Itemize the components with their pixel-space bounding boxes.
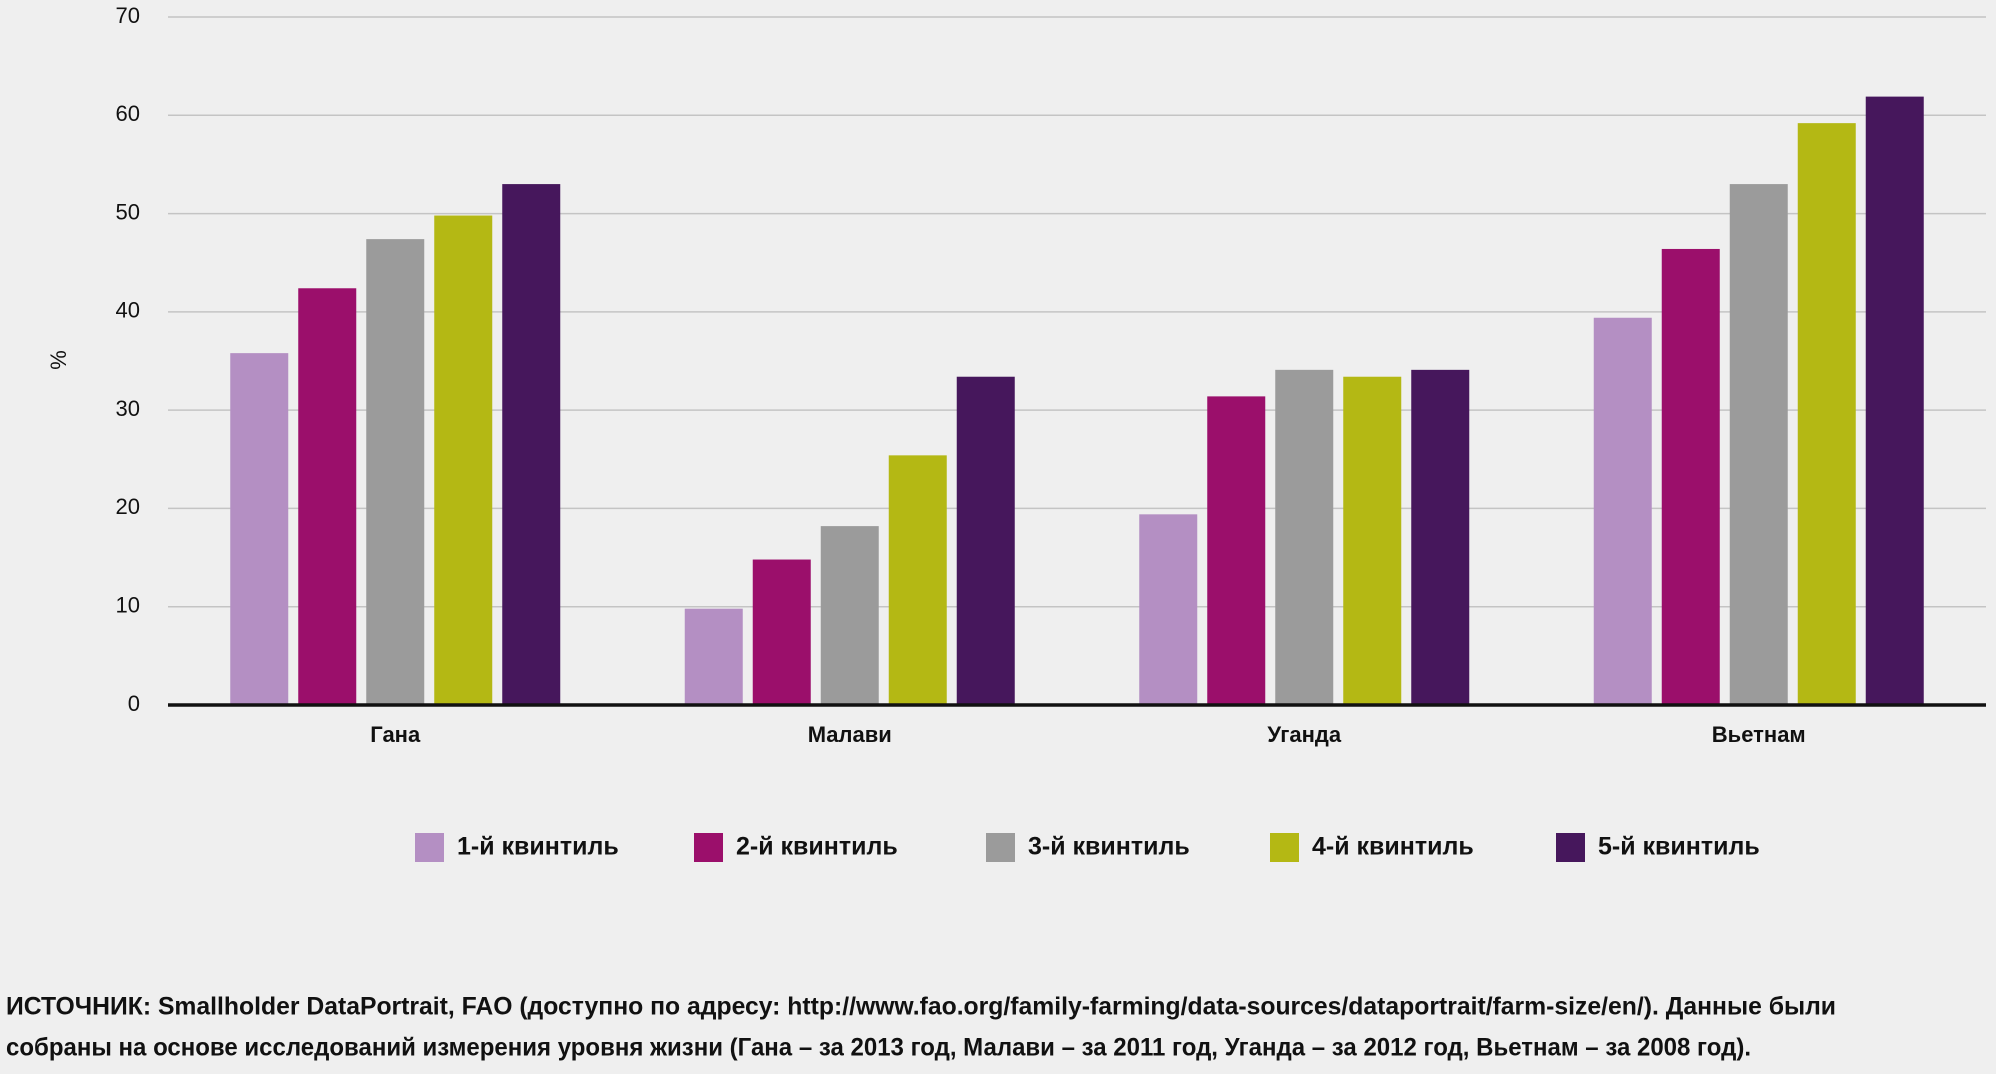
legend-swatch bbox=[1556, 833, 1585, 862]
bar bbox=[1593, 317, 1652, 705]
bar bbox=[366, 239, 425, 705]
bar bbox=[1275, 369, 1334, 705]
y-tick-label: 60 bbox=[116, 101, 140, 126]
legend-label: 4-й квинтиль bbox=[1312, 833, 1474, 861]
legend-swatch bbox=[694, 833, 723, 862]
y-tick-label: 20 bbox=[116, 494, 140, 519]
bar bbox=[1661, 248, 1720, 705]
legend-label: 5-й квинтиль bbox=[1598, 833, 1760, 861]
bar bbox=[684, 608, 743, 705]
source-note: собраны на основе исследований измерения… bbox=[6, 1034, 1751, 1062]
bar bbox=[1411, 369, 1470, 705]
legend-swatch bbox=[415, 833, 444, 862]
legend-label: 2-й квинтиль bbox=[736, 833, 898, 861]
x-tick-label: Гана bbox=[370, 722, 421, 747]
bar bbox=[230, 353, 289, 705]
x-tick-label: Малави bbox=[808, 722, 892, 747]
bar bbox=[434, 215, 493, 705]
y-tick-label: 70 bbox=[116, 3, 140, 28]
legend-label: 1-й квинтиль bbox=[457, 833, 619, 861]
bar bbox=[1729, 184, 1788, 706]
bar bbox=[956, 376, 1015, 705]
legend-label: 3-й квинтиль bbox=[1028, 833, 1190, 861]
bar bbox=[888, 455, 947, 705]
legend-swatch bbox=[986, 833, 1015, 862]
x-tick-label: Уганда bbox=[1267, 722, 1341, 747]
y-tick-label: 30 bbox=[116, 396, 140, 421]
bar bbox=[1865, 96, 1924, 705]
bar bbox=[1207, 396, 1266, 705]
bar bbox=[1343, 376, 1402, 705]
y-tick-label: 40 bbox=[116, 298, 140, 323]
y-tick-label: 10 bbox=[116, 593, 140, 618]
y-tick-label: 0 bbox=[128, 691, 140, 716]
bar bbox=[298, 288, 357, 705]
y-axis-label: % bbox=[46, 350, 71, 370]
source-note: ИСТОЧНИК: Smallholder DataPortrait, FAO … bbox=[6, 993, 1836, 1021]
legend-swatch bbox=[1270, 833, 1299, 862]
bar bbox=[1797, 123, 1856, 706]
bar bbox=[502, 184, 561, 706]
y-tick-label: 50 bbox=[116, 199, 140, 224]
bar bbox=[1139, 514, 1198, 705]
x-tick-label: Вьетнам bbox=[1712, 722, 1806, 747]
bar bbox=[820, 526, 879, 705]
bar bbox=[752, 559, 811, 705]
